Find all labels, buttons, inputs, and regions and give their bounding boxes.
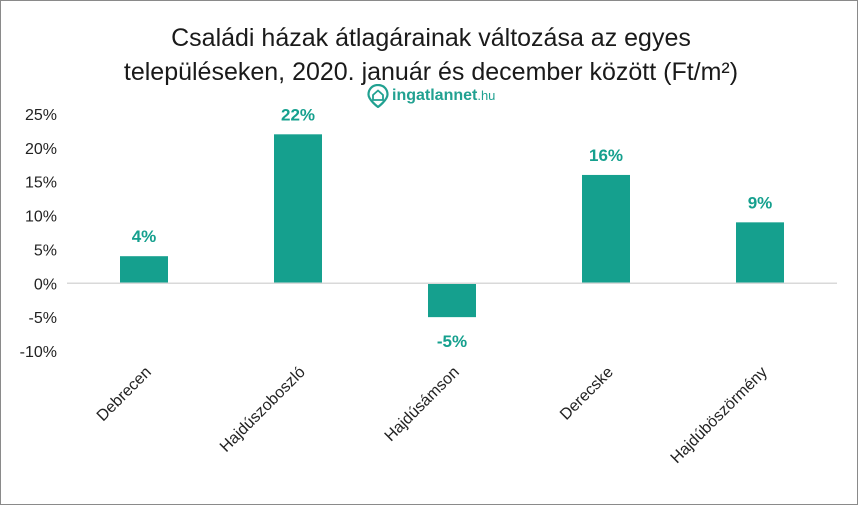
y-tick-label: 15% [25,175,57,192]
bar-hajdúsámson [428,283,476,318]
data-label: -5% [437,332,467,351]
logo-text: ingatlannet.hu [392,87,496,104]
x-tick-label: Hajdúböszörmény [668,364,771,467]
y-tick-label: 10% [25,209,57,226]
data-label: 16% [589,146,623,165]
x-tick-label: Hajdúsámson [382,364,463,445]
x-tick-label: Hajdúszoboszló [217,364,309,456]
bars [120,134,784,318]
bar-hajdúszoboszló [274,134,322,284]
house-location-icon [367,84,389,108]
chart-title-line1: Családi házak átlagárainak változása az … [171,24,691,52]
y-axis-labels: -10% -5% 0% 5% 10% 15% 20% 25% [20,107,57,361]
data-label: 9% [748,193,773,212]
bar-derecske [582,174,630,284]
y-tick-label: 0% [34,276,57,293]
y-tick-label: -10% [20,344,57,361]
y-tick-label: -5% [29,310,57,327]
data-label: 22% [281,105,315,124]
y-tick-label: 25% [25,107,57,124]
x-tick-label: Derecske [557,364,617,424]
x-tick-label: Debrecen [94,364,155,425]
y-tick-label: 5% [34,242,57,259]
x-axis-labels: Debrecen Hajdúszoboszló Hajdúsámson Derecsk… [94,364,771,467]
y-tick-label: 20% [25,141,57,158]
data-label: 4% [132,227,157,246]
bar-hajdúböszörmény [736,222,784,284]
bar-debrecen [120,256,168,284]
chart-title-line2: településeken, 2020. január és december … [123,58,739,86]
data-labels: 4% 22% -5% 16% 9% [132,105,773,351]
ingatlannet-logo: ingatlannet.hu [367,83,495,109]
